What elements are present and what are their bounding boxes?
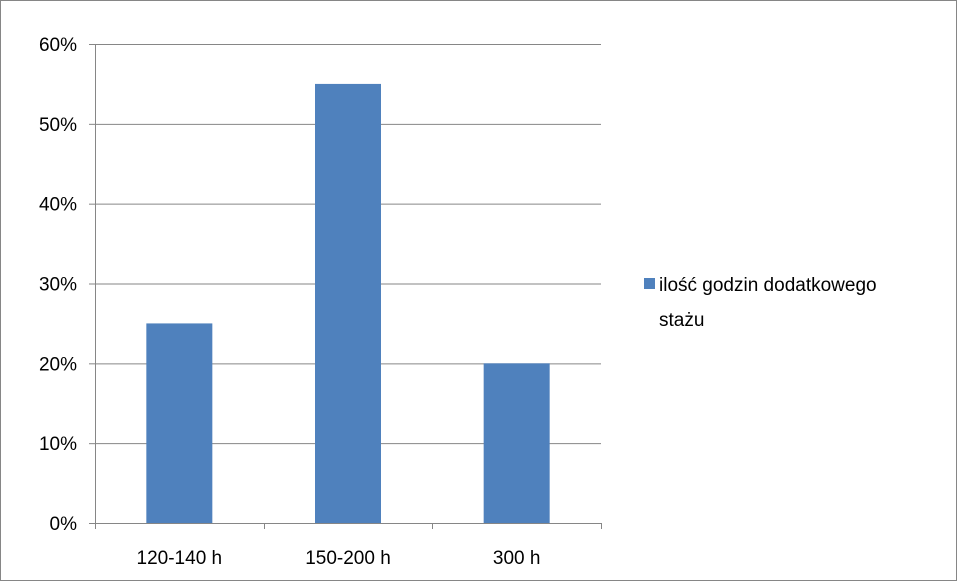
bar — [146, 323, 213, 523]
legend: ilość godzin dodatkowego stażu — [644, 275, 877, 331]
x-tick-label: 150-200 h — [305, 548, 391, 569]
legend-label-line-2: stażu — [659, 310, 704, 331]
x-tick-labels: 120-140 h 150-200 h 300 h — [137, 548, 541, 569]
x-tick-label: 120-140 h — [137, 548, 223, 569]
y-tick-label: 20% — [39, 354, 77, 375]
bar — [483, 363, 550, 523]
y-tick-label: 0% — [50, 514, 78, 535]
x-tick-label: 300 h — [493, 548, 541, 569]
y-tick-label: 60% — [39, 35, 77, 56]
y-tick-label: 40% — [39, 195, 77, 216]
y-tick-label: 50% — [39, 115, 77, 136]
axes — [89, 44, 602, 529]
y-tick-label: 30% — [39, 275, 77, 296]
bar — [315, 83, 381, 524]
y-tick-labels: 0% 10% 20% 30% 40% 50% 60% — [39, 35, 77, 535]
legend-label-line-1: ilość godzin dodatkowego — [659, 275, 877, 296]
legend-swatch — [644, 278, 655, 289]
bars — [146, 83, 550, 524]
y-tick-label: 10% — [39, 434, 77, 455]
